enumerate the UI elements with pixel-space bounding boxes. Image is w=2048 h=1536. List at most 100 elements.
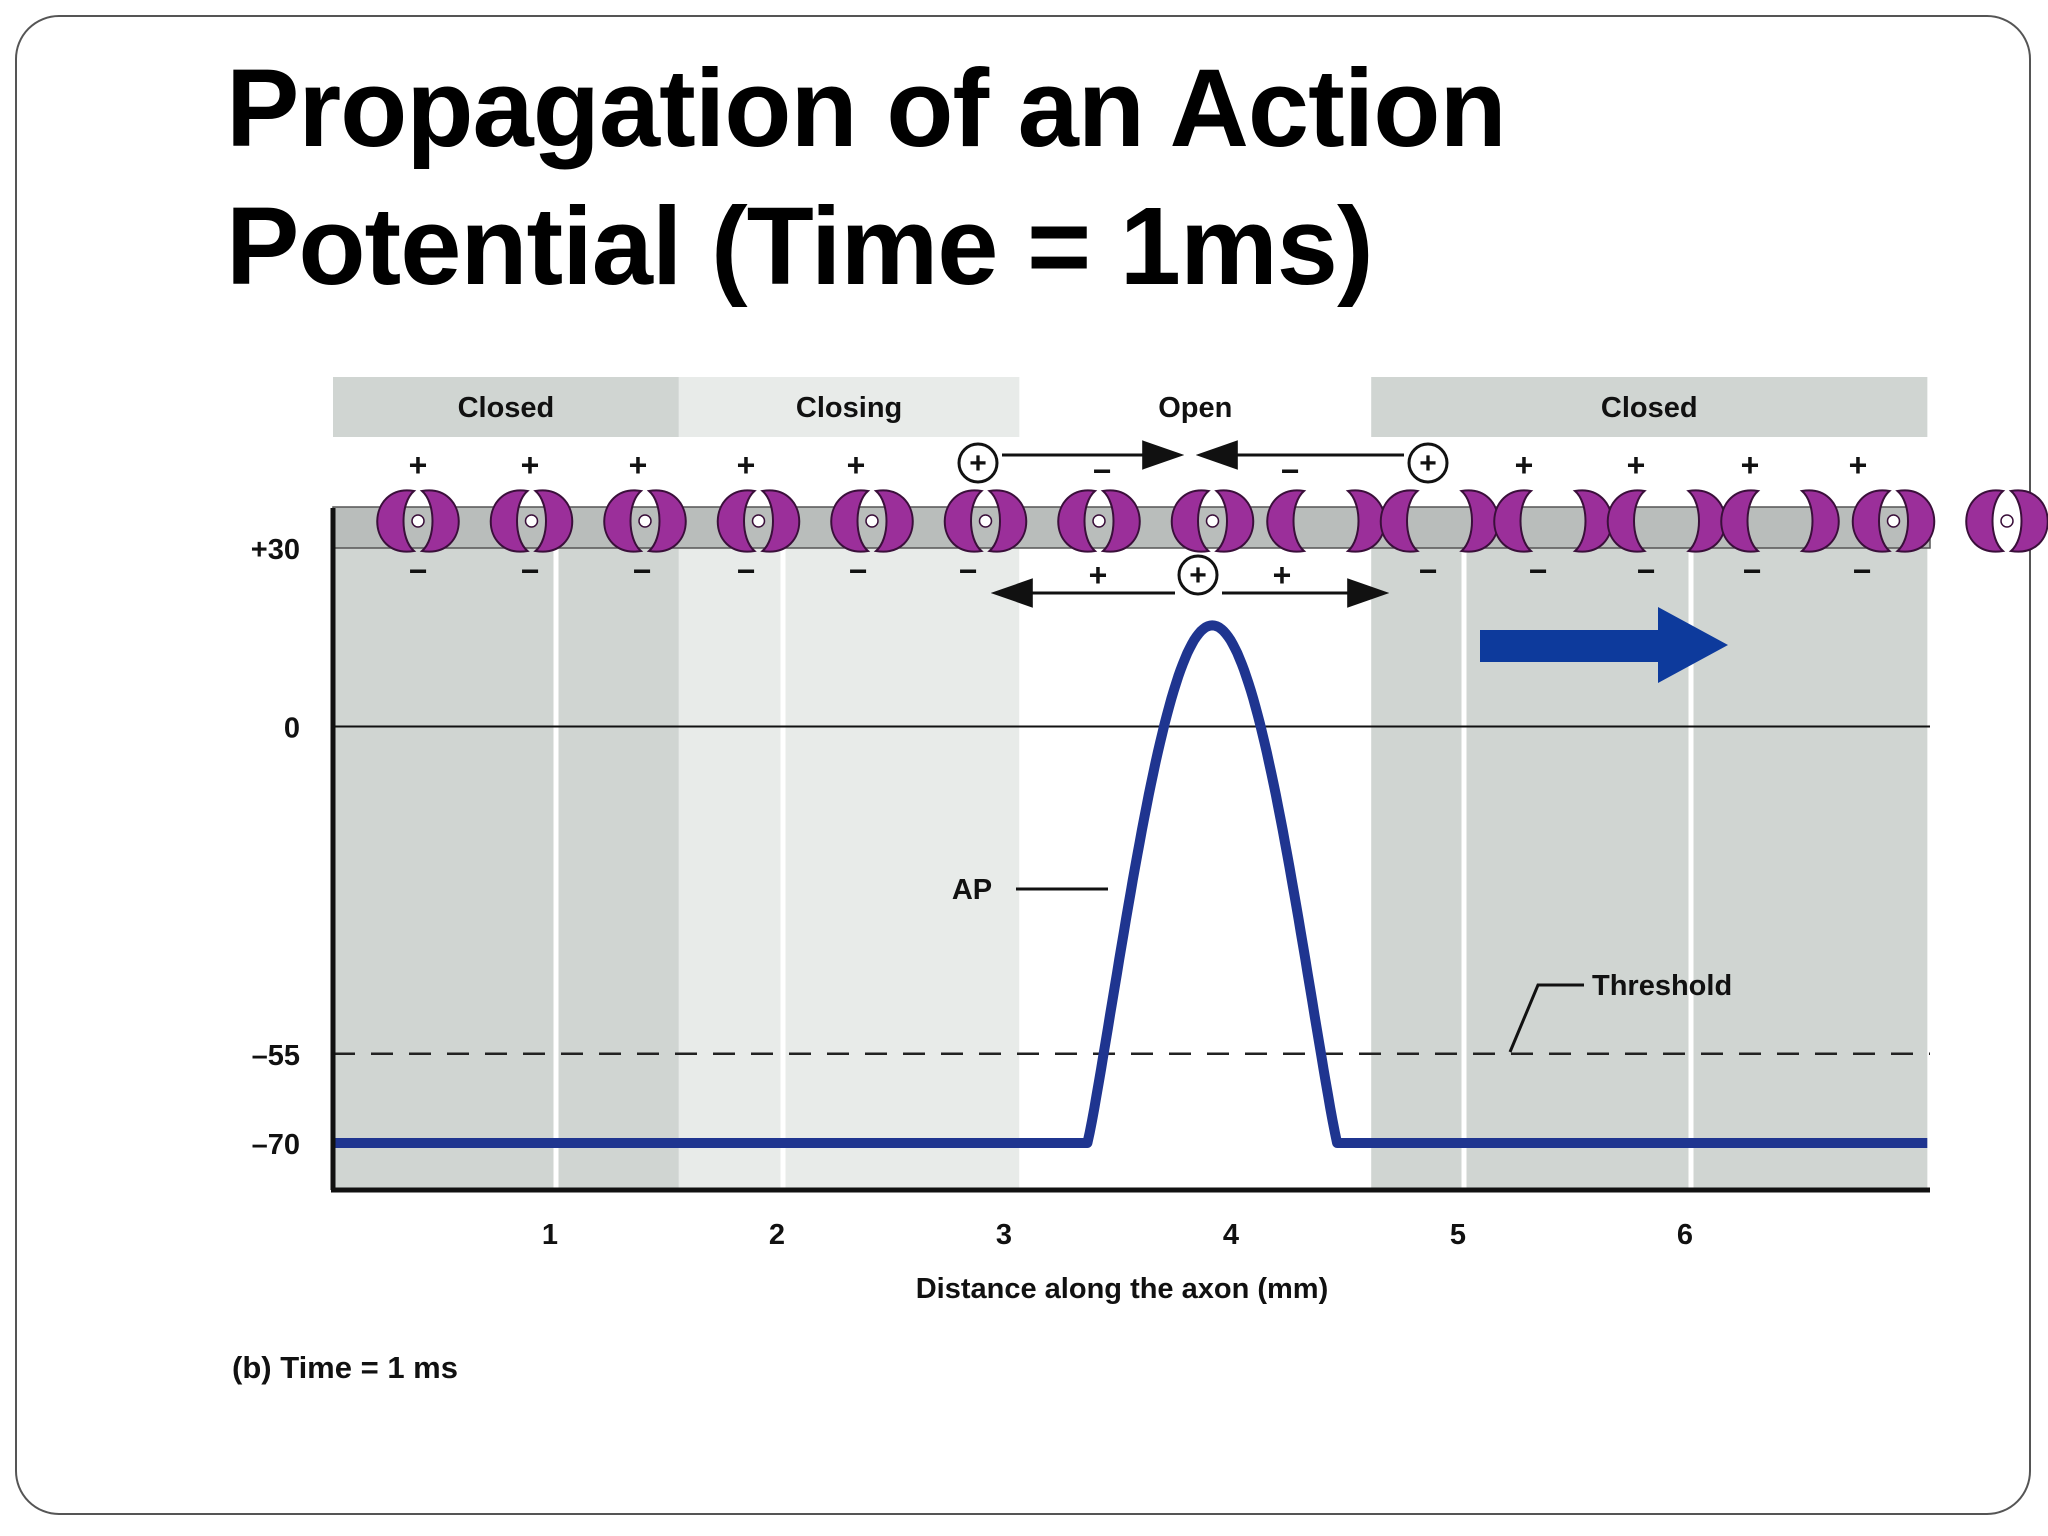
- closed-sodium-channel-15: [1965, 489, 2048, 553]
- y-tick-label-2: 0: [284, 713, 300, 745]
- channel-half-right: [760, 489, 801, 553]
- open-sodium-channel-13: [1720, 489, 1840, 553]
- channel-half-left: [1057, 489, 1098, 553]
- closed-sodium-channel-1: [376, 489, 460, 553]
- channel-half-left: [376, 489, 417, 553]
- inside-circled-positive-charge-sign: +: [1189, 559, 1207, 592]
- inside-negative-charge-9: −: [1637, 553, 1656, 589]
- channel-gate: [638, 514, 652, 528]
- channel-gate: [411, 514, 425, 528]
- x-tick-label-3: 3: [996, 1219, 1012, 1251]
- channel-gate: [978, 514, 993, 528]
- inside-positive-charge-1: +: [1089, 557, 1108, 593]
- slide-title-line-1: Propagation of an Action: [226, 47, 1507, 170]
- channel-half-right: [1686, 489, 1727, 553]
- closed-sodium-channel-4: [716, 489, 801, 553]
- zone-header-band-1: [333, 377, 679, 437]
- inside-negative-charge-4: −: [737, 553, 756, 589]
- outside-positive-charge-3: +: [629, 447, 648, 483]
- channel-gate: [1092, 514, 1106, 528]
- x-tick-label-4: 4: [1223, 1219, 1239, 1251]
- x-tick-label-5: 5: [1450, 1219, 1466, 1251]
- channel-half-right: [646, 489, 687, 553]
- closed-sodium-channel-6: [943, 489, 1028, 553]
- threshold-label: Threshold: [1592, 970, 1732, 1002]
- channel-gate: [1205, 514, 1220, 528]
- channel-gate: [1886, 514, 1901, 528]
- channel-half-left: [1720, 489, 1761, 553]
- x-tick-label-6: 6: [1677, 1219, 1693, 1251]
- channel-half-right: [533, 489, 574, 553]
- channel-half-left: [1606, 489, 1647, 553]
- open-sodium-channel-11: [1493, 489, 1613, 553]
- inside-negative-charge-8: −: [1529, 553, 1548, 589]
- outside-positive-charge-1: +: [409, 447, 428, 483]
- circled-positive-charge-sign-2: +: [1419, 447, 1437, 480]
- zone-background-1: [333, 548, 679, 1190]
- channel-half-left: [1379, 489, 1420, 553]
- closed-sodium-channel-8: [1170, 489, 1255, 553]
- y-tick-label-4: –70: [252, 1129, 300, 1161]
- inside-negative-charge-2: −: [521, 553, 540, 589]
- channel-half-left: [1170, 489, 1211, 553]
- channel-half-right: [2008, 489, 2048, 553]
- closed-sodium-channel-14: [1851, 489, 1936, 553]
- zone-label-open-3: Open: [1158, 392, 1232, 424]
- inside-negative-charge-3: −: [633, 553, 652, 589]
- channel-half-left: [489, 489, 530, 553]
- action-potential-curve: [331, 620, 1931, 1148]
- channel-half-right: [987, 489, 1028, 553]
- channel-half-right: [1459, 489, 1500, 553]
- inside-circled-positive-charge: [1177, 554, 1219, 596]
- outside-negative-charge-1: −: [1093, 453, 1112, 489]
- inside-negative-charge-10: −: [1743, 553, 1762, 589]
- channel-gate: [865, 514, 879, 528]
- propagation-direction-arrow: [1480, 607, 1728, 683]
- channel-half-left: [1851, 489, 1892, 553]
- channel-half-left: [830, 489, 871, 553]
- inside-negative-charge-7: −: [1419, 553, 1438, 589]
- open-sodium-channel-12: [1606, 489, 1727, 553]
- outside-positive-charge-2: +: [521, 447, 540, 483]
- outside-positive-charge-8: +: [1741, 447, 1760, 483]
- channel-half-right: [1100, 489, 1141, 553]
- channel-half-left: [716, 489, 757, 553]
- open-sodium-channel-9: [1266, 489, 1386, 553]
- ap-label: AP: [952, 874, 992, 906]
- zone-label-closing-2: Closing: [796, 392, 902, 424]
- channel-half-right: [873, 489, 914, 553]
- zone-background-3: [1019, 548, 1372, 1190]
- circled-positive-charge-2: [1407, 442, 1449, 484]
- channel-half-right: [1214, 489, 1255, 553]
- closed-sodium-channel-5: [830, 489, 914, 553]
- inside-positive-charge-2: +: [1273, 557, 1292, 593]
- y-tick-label-1: +30: [251, 534, 300, 566]
- channel-half-left: [603, 489, 644, 553]
- closed-sodium-channel-7: [1057, 489, 1141, 553]
- outside-positive-charge-7: +: [1627, 447, 1646, 483]
- inside-negative-charge-6: −: [959, 553, 978, 589]
- figure-caption: (b) Time = 1 ms: [232, 1350, 458, 1385]
- inside-negative-charge-11: −: [1853, 553, 1872, 589]
- zone-header-band-4: [1371, 377, 1928, 437]
- channel-half-left: [1493, 489, 1534, 553]
- x-axis-label: Distance along the axon (mm): [916, 1273, 1329, 1305]
- channel-half-right: [1799, 489, 1840, 553]
- threshold-leader-line: [1508, 983, 1584, 1053]
- channel-half-left: [1965, 489, 2006, 553]
- open-sodium-channel-10: [1379, 489, 1500, 553]
- channel-half-right: [419, 489, 460, 553]
- channel-half-left: [943, 489, 984, 553]
- zone-background-2: [678, 548, 1020, 1190]
- closed-sodium-channel-3: [603, 489, 687, 553]
- outside-negative-charge-2: −: [1281, 453, 1300, 489]
- channel-half-left: [1266, 489, 1307, 553]
- slide-title: Propagation of an Action Potential (Time…: [226, 40, 1926, 316]
- closed-sodium-channel-2: [489, 489, 574, 553]
- outside-positive-charge-6: +: [1515, 447, 1534, 483]
- circled-positive-charge-sign-1: +: [969, 447, 987, 480]
- slide-title-line-2: Potential (Time = 1ms): [226, 185, 1374, 308]
- x-tick-label-1: 1: [542, 1219, 558, 1251]
- channel-gate: [751, 514, 766, 528]
